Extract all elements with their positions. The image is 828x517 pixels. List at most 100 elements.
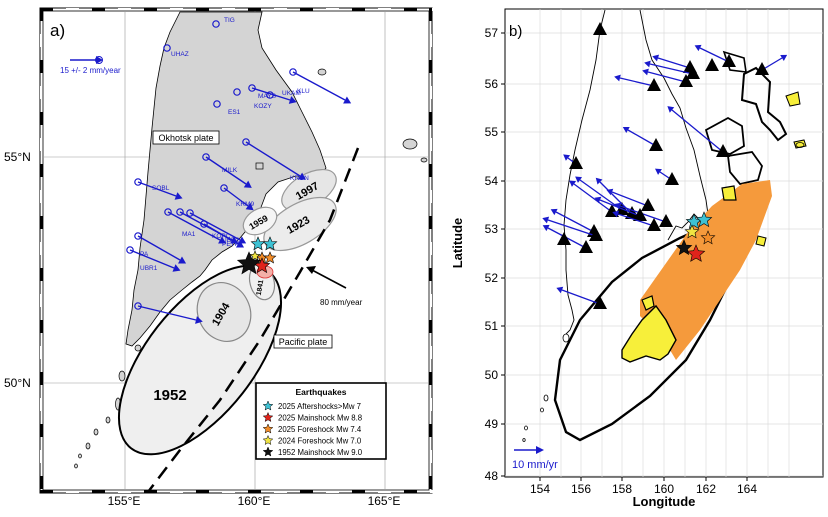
panel-b: 10 mm/yr b) 154 156 158 160 162 164 57 56 55 54 53… (450, 8, 824, 509)
lon-tick-160: 160°E (238, 494, 271, 508)
panel-a: 1997 1923 1959 1904 1841 1952 80 mm/year… (4, 7, 443, 508)
lat-tick-55: 55°N (4, 150, 31, 164)
label-1841: 1841 (256, 279, 266, 296)
y-tick: 51 (485, 319, 499, 333)
lat-tick-50: 50°N (4, 376, 31, 390)
legend-item-label: 2024 Foreshock Mw 7.0 (278, 437, 362, 446)
gps-station-triangle (722, 54, 736, 67)
legend-star (262, 423, 274, 434)
gps-scale-label: 15 +/- 2 mm/year (60, 66, 121, 75)
gps-stations-b (542, 22, 788, 309)
gps-scale-b: 10 mm/yr (512, 446, 558, 471)
plate-velocity-arrow: 80 mm/year (306, 266, 363, 307)
station-label: UBR2 (222, 237, 240, 244)
rupture-1959 (242, 206, 278, 236)
y-axis-label: Latitude (450, 218, 465, 269)
gps-station (134, 302, 142, 310)
y-tick: 49 (485, 417, 499, 431)
okhotsk-plate-label: Okhotsk plate (158, 133, 213, 143)
earthquake-star (249, 250, 261, 261)
y-tick: 55 (485, 125, 499, 139)
gps-station-triangle (569, 156, 583, 169)
legend-star (262, 400, 274, 411)
gps-station-triangle (649, 138, 663, 151)
legend-item-label: 1952 Mainshock Mw 9.0 (278, 448, 363, 457)
gps-station (164, 208, 172, 216)
slip-yellow-1 (621, 304, 677, 363)
y-tick: 56 (485, 77, 499, 91)
gps-station (220, 184, 228, 192)
slip-orange (640, 180, 772, 360)
earthquake-star-b (700, 230, 716, 245)
legend-star (262, 411, 274, 423)
earthquake-star (262, 236, 278, 251)
gps-station (134, 232, 142, 240)
station-label: MA1 (182, 231, 196, 238)
station-label: TIG (224, 17, 235, 24)
gps-station (289, 68, 297, 76)
gps-station-triangle (589, 228, 603, 241)
station-label: SOBL (152, 185, 170, 192)
gps-station (163, 44, 171, 52)
x-tick: 156 (571, 482, 591, 496)
gps-station (126, 246, 134, 254)
label-1952: 1952 (153, 387, 186, 404)
gps-station (134, 178, 142, 186)
panel-a-label: a) (50, 21, 65, 40)
x-tick: 154 (530, 482, 550, 496)
gps-station-triangle (557, 232, 571, 245)
x-tick: 164 (737, 482, 757, 496)
plate-velocity-label: 80 mm/year (320, 298, 363, 307)
station-label: KLU (297, 88, 310, 95)
earthquake-star-b (686, 244, 706, 262)
earthquake-stars-a (236, 236, 278, 275)
rupture-1904 (196, 282, 252, 342)
y-tick: 53 (485, 222, 499, 236)
y-tick: 57 (485, 26, 499, 40)
kuril-islands (74, 68, 428, 469)
panel-b-label: b) (509, 23, 522, 40)
legend-item-label: 2025 Aftershocks>Mw 7 (278, 402, 361, 411)
earthquake-legend: Earthquakes 2025 Aftershocks>Mw 7 2025 Ma… (255, 382, 387, 460)
earthquake-stars-b (675, 211, 716, 262)
lon-tick-155: 155°E (108, 494, 141, 508)
lon-tick-165: 165°E (368, 494, 401, 508)
gps-station-triangle (579, 240, 593, 253)
earthquake-star (236, 251, 262, 275)
legend-item-label: 2025 Mainshock Mw 8.8 (278, 414, 362, 423)
gps-station-triangle (686, 66, 700, 79)
legend-item-label: 2025 Foreshock Mw 7.4 (278, 425, 362, 434)
earthquake-star (263, 251, 277, 264)
earthquake-star-b (695, 211, 713, 228)
station-label: UBR1 (140, 265, 158, 272)
gps-station (186, 209, 194, 217)
station-label: PA (140, 251, 149, 258)
station-label: UHAZ (171, 51, 189, 58)
gps-station-triangle (679, 74, 693, 87)
station-label: MILK (222, 167, 238, 174)
gps-scale: 15 +/- 2 mm/year (60, 56, 121, 75)
gps-station-triangle (647, 218, 661, 231)
station-label: KOPC (212, 233, 231, 240)
gps-scale-label-b: 10 mm/yr (512, 459, 558, 471)
gps-station (233, 88, 241, 96)
y-tick: 54 (485, 174, 499, 188)
kamchatka-coastline-b (563, 9, 709, 335)
gps-station-triangle (633, 208, 647, 221)
x-tick: 158 (612, 482, 632, 496)
gps-station-triangle (641, 198, 655, 211)
gps-station (213, 100, 221, 108)
gps-station (242, 138, 250, 146)
gps-station-triangle (755, 62, 769, 75)
rupture-1923 (263, 196, 337, 252)
gps-station-triangle (593, 296, 607, 309)
earthquake-star-b (675, 239, 693, 256)
gps-station-triangle (705, 58, 719, 71)
y-tick: 50 (485, 368, 499, 382)
legend-star (262, 446, 274, 457)
gps-station (212, 20, 220, 28)
gps-station (200, 220, 208, 228)
station-label: KRON (290, 175, 309, 182)
